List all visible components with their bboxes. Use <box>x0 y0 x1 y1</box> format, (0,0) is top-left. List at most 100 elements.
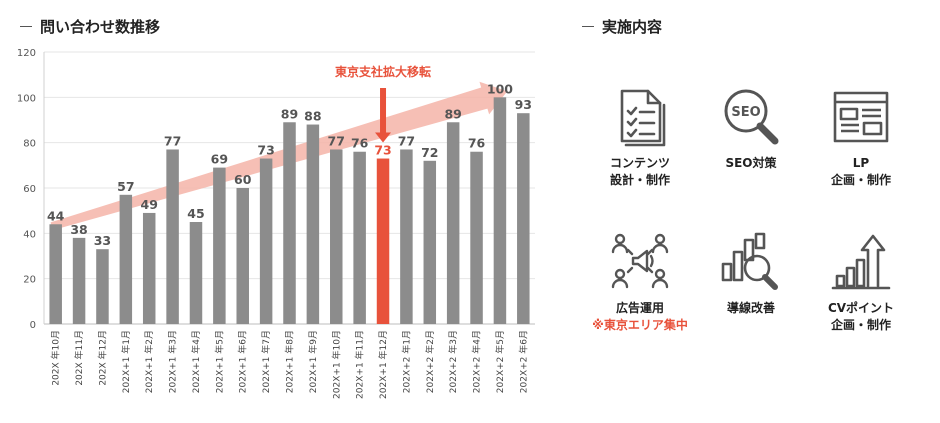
bar-value-label: 88 <box>304 109 321 124</box>
measure-label-1: 導線改善 <box>726 301 775 315</box>
measures-title-text: 実施内容 <box>602 18 663 36</box>
measure-seo: SEO SEO対策 <box>686 85 816 172</box>
chart-title: 問い合わせ数推移 <box>20 16 160 37</box>
title-dash <box>20 25 32 28</box>
bar <box>72 237 86 324</box>
document-checklist-icon <box>620 89 666 147</box>
x-tick-label: 202X+1 年5月 <box>213 330 225 393</box>
x-tick-label: 202X+1 年12月 <box>377 330 389 399</box>
bar-value-label: 93 <box>515 97 532 112</box>
y-tick-label: 40 <box>23 229 36 240</box>
annotation-text: 東京支社拡大移転 <box>335 64 431 79</box>
x-tick-label: 202X+2 年4月 <box>471 330 483 393</box>
inquiry-bar-chart: 0 20 40 60 80 100 120 44 202X 年10月 38 202X 年11月 33… <box>17 48 535 399</box>
bar <box>283 122 296 325</box>
bar-value-label: 49 <box>141 197 158 212</box>
x-tick-label: 202X+2 年3月 <box>447 330 459 393</box>
trend-arrow-shape <box>50 81 508 231</box>
bar <box>96 249 109 324</box>
x-tick-label: 202X 年10月 <box>50 330 62 386</box>
y-tick-label: 120 <box>17 48 36 59</box>
seo-magnifier-icon: SEO <box>724 89 779 145</box>
measure-label-2: 設計・制作 <box>609 173 670 187</box>
x-tick-label: 202X+2 年5月 <box>494 330 506 393</box>
bar-value-label: 100 <box>487 81 513 96</box>
landing-page-icon <box>833 91 889 143</box>
bar <box>423 160 437 324</box>
measure-content: コンテンツ 設計・制作 <box>575 85 705 189</box>
bar-value-label: 38 <box>70 222 87 237</box>
x-tick-label: 202X 年12月 <box>96 330 108 386</box>
megaphone-people-icon <box>611 233 669 289</box>
bar <box>306 124 320 325</box>
bar-value-label: 60 <box>234 172 252 187</box>
annotation-arrow <box>375 88 392 143</box>
bar-value-label: 77 <box>398 133 415 148</box>
x-tick-label: 202X+1 年11月 <box>354 330 366 399</box>
svg-text:SEO: SEO <box>731 105 760 120</box>
trend-arrow <box>50 81 508 231</box>
bar-value-label: 45 <box>187 206 204 221</box>
measure-lp: LP 企画・制作 <box>796 85 926 189</box>
bar <box>330 149 343 324</box>
bar-value-label: 73 <box>257 143 274 158</box>
bar-value-label: 33 <box>94 233 111 248</box>
growth-arrow-icon <box>831 234 891 290</box>
bar-value-label: 69 <box>211 152 228 167</box>
bar-value-label: 77 <box>328 133 345 148</box>
x-tick-label: 202X+1 年1月 <box>120 330 132 393</box>
bar <box>517 113 530 324</box>
x-tick-label: 202X+1 年10月 <box>330 330 342 399</box>
x-tick-label: 202X+1 年9月 <box>307 330 319 393</box>
measure-label-1: コンテンツ <box>609 156 670 170</box>
bar-value-label: 89 <box>444 106 461 121</box>
y-tick-label: 60 <box>23 184 36 195</box>
bar <box>142 212 156 324</box>
bar-layer: 44 202X 年10月 38 202X 年11月 33 202X 年12月 57 202X+… <box>47 81 532 399</box>
bar-chart-magnifier-icon <box>721 232 778 290</box>
bar <box>236 188 249 324</box>
x-tick-label: 202X+1 年4月 <box>190 330 202 393</box>
annotation-layer: 東京支社拡大移転 <box>335 64 431 143</box>
bar <box>376 158 390 324</box>
bar <box>166 149 179 324</box>
bar-value-label: 73 <box>374 143 391 158</box>
measure-cv: CVポイント 企画・制作 <box>796 230 926 334</box>
measure-label-2: 企画・制作 <box>830 173 891 187</box>
bar <box>49 224 62 324</box>
bar <box>446 122 460 325</box>
x-tick-label: 202X 年11月 <box>73 330 85 386</box>
x-tick-label: 202X+2 年2月 <box>424 330 436 393</box>
measure-flow: 導線改善 <box>686 230 816 317</box>
bar-value-label: 44 <box>47 208 65 223</box>
x-tick-label: 202X+2 年6月 <box>517 330 529 393</box>
bar-value-label: 57 <box>117 179 134 194</box>
x-tick-label: 202X+2 年1月 <box>400 330 412 393</box>
measure-note: ※東京エリア集中 <box>592 318 688 332</box>
measure-label-1: SEO対策 <box>725 156 777 170</box>
bar <box>470 151 483 324</box>
bar <box>189 222 203 324</box>
bar-value-label: 72 <box>421 145 438 160</box>
bar-value-label: 77 <box>164 133 181 148</box>
bar-value-label: 89 <box>281 106 298 121</box>
bar <box>353 151 366 324</box>
measures-title: 実施内容 <box>582 16 662 37</box>
x-tick-label: 202X+1 年8月 <box>284 330 296 393</box>
measure-label-2: 企画・制作 <box>830 318 891 332</box>
bar <box>213 167 226 324</box>
y-tick-label: 20 <box>23 275 36 286</box>
title-dash <box>582 25 594 28</box>
bar <box>400 149 413 324</box>
bar <box>119 194 133 324</box>
y-tick-label: 0 <box>30 320 36 331</box>
measure-label-1: LP <box>852 156 870 170</box>
bar-value-label: 76 <box>351 136 369 151</box>
chart-title-text: 問い合わせ数推移 <box>40 18 161 36</box>
bar <box>493 97 507 324</box>
measure-label-1: 広告運用 <box>615 301 664 315</box>
y-tick-label: 80 <box>23 139 36 150</box>
x-tick-label: 202X+1 年3月 <box>167 330 179 393</box>
bar <box>259 158 273 324</box>
x-tick-label: 202X+1 年2月 <box>143 330 155 393</box>
